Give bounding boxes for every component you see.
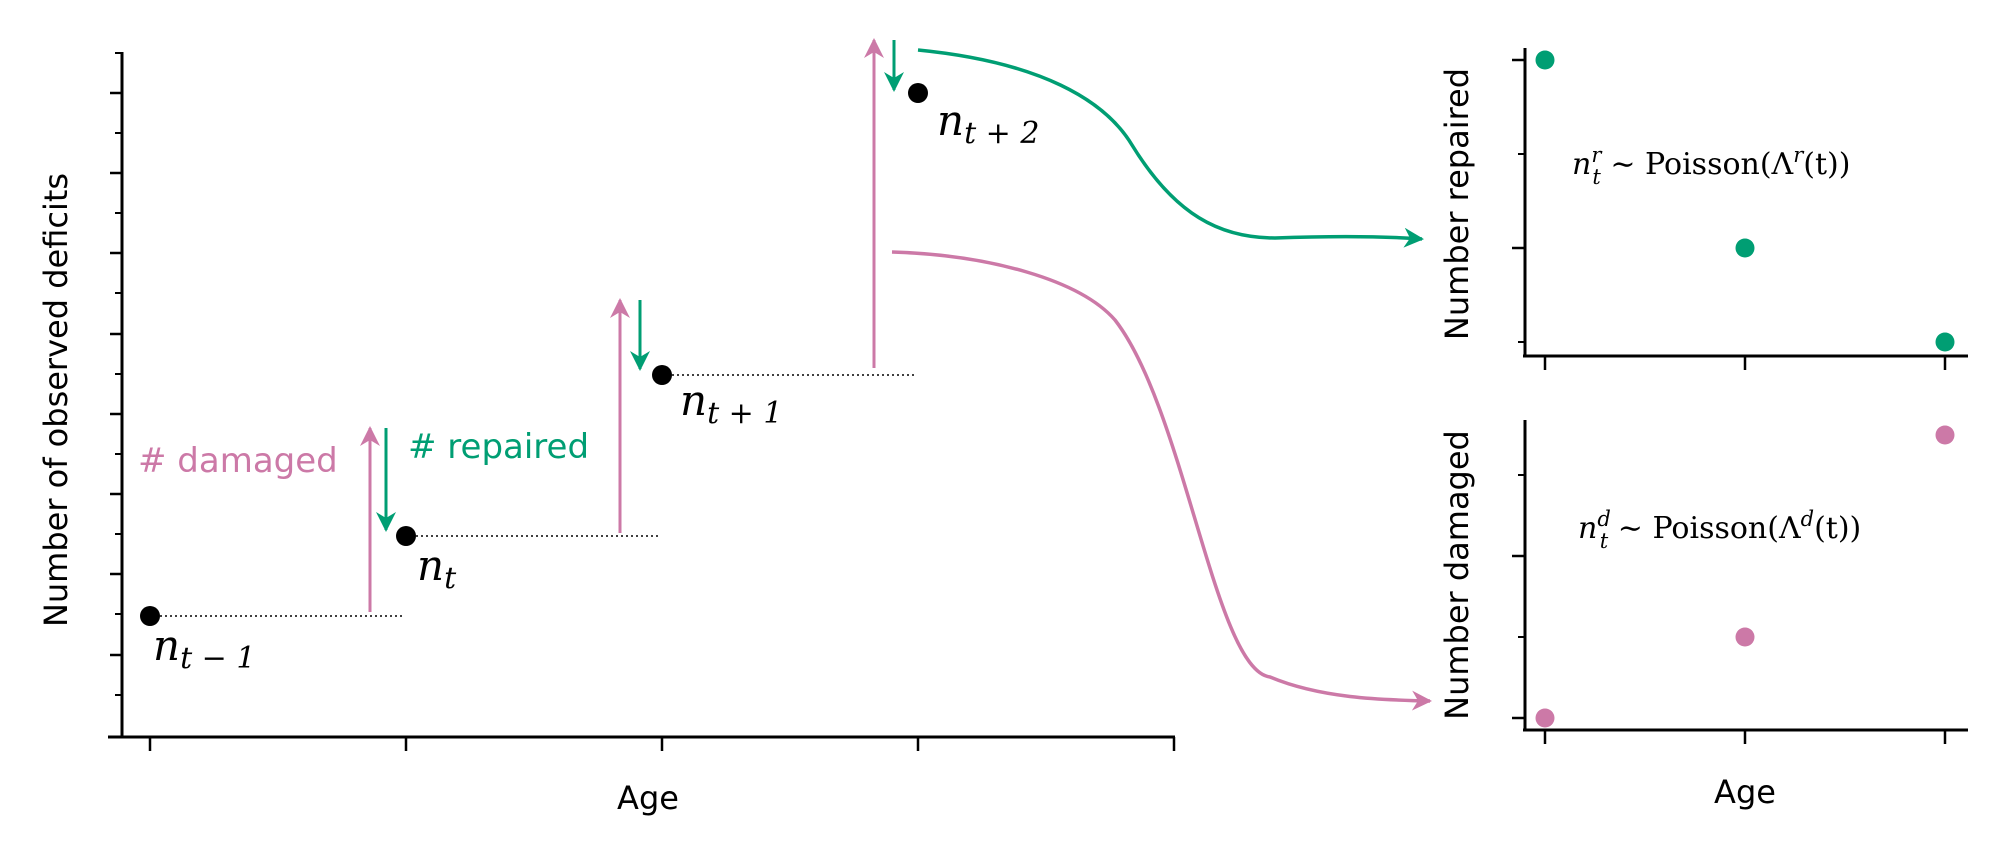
damage-y-label: Number damaged	[1438, 430, 1476, 720]
repair-x-ticks	[1543, 356, 1947, 370]
damage-point-2	[1735, 627, 1755, 647]
damage-points	[1535, 425, 1955, 728]
damage-equation: nd t ∼ Poisson(Λd(t))	[1578, 507, 1861, 553]
main-y-ticks	[110, 52, 122, 696]
level-lines	[150, 374, 916, 617]
damaged-annotation: # damaged	[138, 441, 338, 481]
damage-point-1	[1535, 708, 1555, 728]
point-t-plus-2	[908, 83, 928, 103]
repair-panel: nr t ∼ Poisson(Λr(t)) Number repaired	[1438, 48, 1968, 370]
point-t-plus-1	[652, 365, 672, 385]
repair-point-1	[1535, 50, 1555, 70]
damage-x-label: Age	[1714, 773, 1776, 811]
repair-y-ticks	[1512, 58, 1525, 343]
label-n-t-minus-1: nt − 1	[153, 621, 255, 676]
repair-y-label: Number repaired	[1438, 68, 1476, 340]
label-n-t-plus-2: nt + 2	[937, 96, 1039, 151]
repair-equation: nr t ∼ Poisson(Λr(t))	[1572, 143, 1850, 189]
deficit-points	[140, 83, 928, 626]
repair-points	[1535, 50, 1955, 352]
repair-arrows	[376, 40, 904, 532]
label-n-t-plus-1: nt + 1	[680, 376, 782, 431]
point-t	[396, 526, 416, 546]
damage-x-ticks	[1543, 730, 1947, 744]
main-y-label: Number of observed deficits	[37, 173, 75, 627]
main-panel: nt − 1 nt nt + 1 nt + 2 # damaged # repa…	[37, 38, 1176, 817]
damage-y-ticks	[1512, 474, 1525, 720]
main-x-label: Age	[617, 779, 679, 817]
damage-point-3	[1935, 425, 1955, 445]
repair-point-2	[1735, 238, 1755, 258]
damage-arrows	[360, 38, 884, 612]
repaired-annotation: # repaired	[408, 427, 589, 467]
repair-point-3	[1935, 332, 1955, 352]
damage-connector-curve	[891, 250, 1432, 711]
repair-connector-curve	[917, 48, 1424, 248]
damage-panel: nd t ∼ Poisson(Λd(t)) Number damaged Age	[1438, 420, 1968, 811]
main-x-ticks	[148, 737, 1176, 751]
point-t-minus-1	[140, 606, 160, 626]
label-n-t: nt	[417, 541, 457, 596]
